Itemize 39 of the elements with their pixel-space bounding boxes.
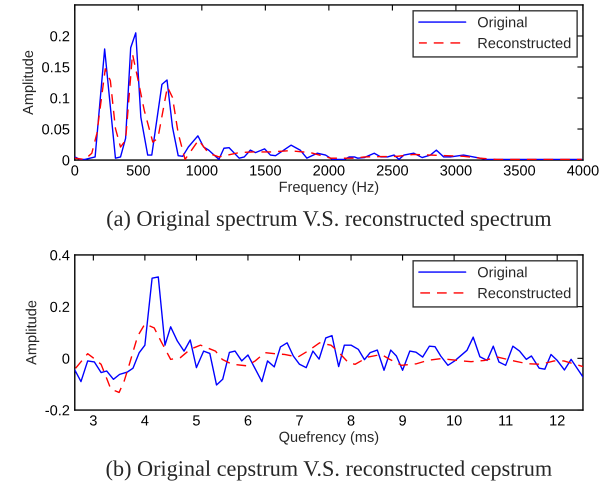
- x-tick-label: 1000: [186, 165, 218, 176]
- x-tick-label: 8: [348, 415, 354, 426]
- x-tick-label: 11: [499, 415, 513, 426]
- y-tick-label: 0: [62, 353, 70, 364]
- x-tick-label: 0: [71, 165, 78, 176]
- x-tick-label: 3000: [440, 165, 472, 176]
- y-tick-label: 0: [62, 155, 70, 166]
- x-tick-label: 3500: [504, 165, 536, 176]
- y-tick-label: 0.1: [50, 93, 70, 104]
- x-tick-label: 12: [550, 415, 565, 426]
- line-series: [74, 323, 583, 394]
- y-axis-title: Amplitude: [26, 300, 40, 365]
- x-tick-label: 3: [90, 415, 97, 426]
- x-tick-label: 500: [126, 165, 150, 176]
- x-axis-title: Frequency (Hz): [280, 181, 378, 195]
- x-tick-label: 9: [399, 415, 406, 426]
- y-tick-label: 0.15: [42, 62, 70, 72]
- y-tick-label: -0.2: [45, 405, 70, 416]
- x-tick-label: 4000: [567, 165, 599, 176]
- x-tick-label: 10: [447, 415, 462, 426]
- y-tick-label: 0.2: [50, 31, 70, 42]
- text: (b) Original cepstrum V.S. reconstructed cepstrum: [106, 460, 552, 481]
- x-tick-label: 7: [296, 415, 303, 426]
- x-tick-label: 2000: [313, 165, 345, 176]
- legend-label: Original: [478, 266, 527, 280]
- y-tick-label: 0.05: [42, 124, 70, 134]
- y-tick-label: 0.2: [50, 302, 70, 312]
- x-tick-label: 2500: [376, 165, 408, 176]
- x-tick-label: 4: [141, 415, 149, 426]
- y-axis-title: Amplitude: [22, 50, 36, 115]
- text: (a) Original spectrum V.S. reconstructed spectrum: [107, 210, 552, 231]
- legend-label: Reconstructed: [478, 38, 570, 48]
- legend-label: Reconstructed: [478, 288, 570, 298]
- x-tick-label: 5: [192, 415, 200, 426]
- y-tick-label: 0.4: [50, 250, 70, 260]
- x-tick-label: 1500: [250, 165, 282, 176]
- x-tick-label: 6: [244, 415, 252, 426]
- x-axis-title: Quefrency (ms): [279, 431, 378, 445]
- legend-label: Original: [478, 16, 527, 30]
